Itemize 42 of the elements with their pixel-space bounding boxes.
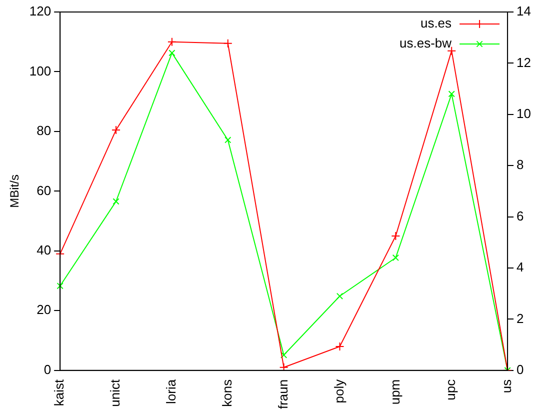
point [392, 254, 400, 262]
x-tick-label: unict [108, 378, 123, 407]
y2-tick-label: 0 [516, 362, 524, 377]
y-axis-title: MBit/s [8, 174, 22, 208]
x-tick-label: upc [443, 378, 458, 400]
y-tick-label: 0 [44, 362, 52, 377]
y2-tick-label: 10 [516, 106, 532, 121]
y-tick-label: 40 [36, 242, 52, 258]
legend-label: us.es [420, 16, 452, 31]
point [56, 282, 64, 290]
point [335, 342, 344, 351]
point [448, 90, 455, 98]
y2-tick-label: 14 [516, 4, 532, 19]
y2-tick-label: 2 [516, 310, 524, 326]
y2-tick-label: 6 [516, 208, 524, 224]
y-tick-label: 20 [36, 302, 52, 318]
x-tick-label: upm [387, 379, 402, 405]
point [112, 198, 120, 205]
point [168, 50, 176, 56]
y-tick-label: 80 [36, 123, 52, 138]
x-tick-label: poly [331, 378, 346, 404]
point [112, 125, 121, 134]
point [391, 231, 400, 240]
point [224, 136, 232, 144]
x-tick-label: loria [164, 378, 179, 404]
point [223, 38, 232, 48]
legend-label: us.es-bw [400, 36, 452, 51]
point [280, 352, 288, 358]
point [279, 362, 288, 370]
y-tick-label: 120 [29, 4, 52, 19]
x-tick-label: fraun [275, 379, 290, 410]
y-tick-label: 60 [36, 182, 52, 198]
point [447, 46, 456, 56]
y2-tick-label: 12 [516, 54, 532, 70]
y2-tick-label: 8 [516, 157, 524, 172]
y2-tick-label: 4 [516, 260, 524, 275]
x-tick-label: kaist [52, 378, 67, 406]
point [336, 292, 344, 300]
y-tick-label: 100 [29, 63, 52, 78]
x-tick-label: us [499, 378, 514, 394]
x-tick-label: kons [219, 378, 234, 407]
point [167, 37, 176, 46]
